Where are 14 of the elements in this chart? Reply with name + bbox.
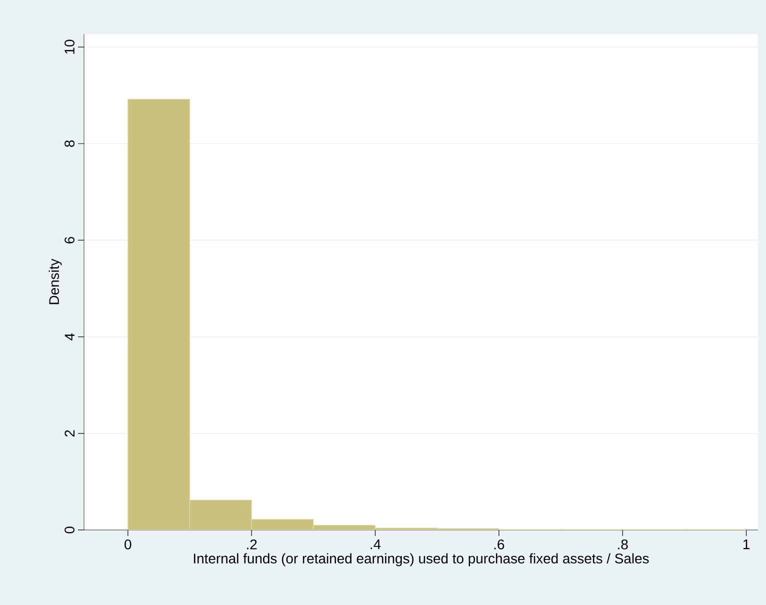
x-tick-label: 1 [743,540,750,550]
y-tick-label: 10 [64,40,74,54]
y-tick-label: 8 [64,140,74,147]
x-tick-label: .2 [247,539,257,550]
x-tick-label: .4 [370,540,381,550]
x-tick-label: .8 [618,539,628,550]
y-tick-label: 2 [64,430,74,437]
y-tick-label: 0 [64,526,74,534]
x-axis-title: Internal funds (or retained earnings) used to purchase fixed assets / Sales [194,553,649,566]
x-tick-label: .6 [494,539,504,550]
y-tick-label: 6 [64,236,74,244]
x-tick-label: 0 [124,539,132,550]
y-axis-title: Density [48,258,62,304]
y-tick-label: 4 [64,333,74,340]
